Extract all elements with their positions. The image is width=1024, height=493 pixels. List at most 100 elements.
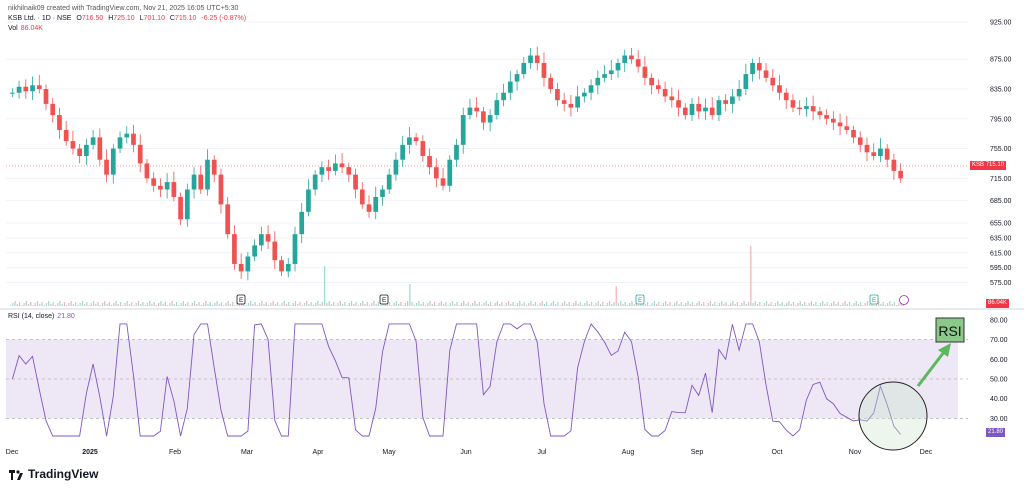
volume-bar[interactable]	[81, 301, 83, 306]
volume-bar[interactable]	[442, 304, 445, 306]
volume-bar[interactable]	[290, 305, 292, 306]
candle-body[interactable]	[84, 144, 89, 156]
candle-body[interactable]	[211, 159, 217, 175]
volume-bar[interactable]	[873, 305, 875, 306]
volume-bar[interactable]	[63, 302, 66, 306]
volume-bar[interactable]	[503, 305, 505, 306]
volume-bar[interactable]	[104, 301, 106, 306]
volume-bar[interactable]	[341, 304, 344, 306]
volume-bar[interactable]	[590, 302, 593, 306]
volume-bar[interactable]	[869, 304, 871, 306]
volume-bar[interactable]	[815, 302, 817, 306]
volume-bar[interactable]	[162, 304, 164, 306]
volume-bar[interactable]	[857, 304, 860, 306]
candle-body[interactable]	[534, 55, 540, 63]
volume-bar[interactable]	[411, 302, 413, 306]
candle-body[interactable]	[151, 178, 157, 186]
candle-body[interactable]	[568, 103, 574, 108]
volume-bar[interactable]	[299, 302, 301, 306]
volume-bar[interactable]	[864, 303, 866, 306]
volume-bar[interactable]	[624, 302, 626, 306]
candle-body[interactable]	[797, 107, 803, 110]
volume-bar[interactable]	[359, 303, 362, 306]
candle-body[interactable]	[137, 144, 143, 164]
volume-bar[interactable]	[288, 302, 290, 306]
volume-bar[interactable]	[844, 301, 846, 306]
candle-body[interactable]	[837, 122, 843, 127]
volume-bar[interactable]	[835, 304, 837, 306]
candle-body[interactable]	[285, 263, 291, 272]
volume-bar[interactable]	[799, 301, 801, 306]
candle-body[interactable]	[743, 74, 749, 89]
volume-bar[interactable]	[182, 301, 184, 306]
volume-bar[interactable]	[465, 304, 467, 306]
candle-body[interactable]	[777, 85, 782, 93]
volume-bar[interactable]	[418, 301, 420, 306]
volume-bar[interactable]	[898, 303, 900, 306]
volume-bar[interactable]	[826, 302, 828, 306]
volume-bar[interactable]	[234, 305, 236, 306]
candle-body[interactable]	[184, 189, 190, 220]
volume-bar[interactable]	[543, 304, 546, 306]
volume-bar[interactable]	[375, 304, 377, 306]
volume-bar[interactable]	[146, 303, 149, 306]
volume-bar[interactable]	[718, 303, 721, 306]
candle-body[interactable]	[487, 115, 493, 123]
volume-bar[interactable]	[774, 303, 777, 306]
volume-bar[interactable]	[86, 302, 88, 306]
volume-bar[interactable]	[716, 305, 718, 306]
volume-bar[interactable]	[389, 302, 391, 306]
volume-bar[interactable]	[128, 304, 131, 306]
candle-body[interactable]	[548, 77, 554, 89]
volume-bar[interactable]	[626, 305, 629, 306]
volume-bar[interactable]	[198, 302, 200, 306]
volume-bar[interactable]	[469, 305, 472, 306]
volume-bar[interactable]	[725, 302, 727, 306]
volume-bar[interactable]	[12, 303, 14, 306]
candle-body[interactable]	[225, 204, 231, 235]
candle-body[interactable]	[716, 100, 722, 116]
volume-bar[interactable]	[191, 303, 193, 306]
candle-body[interactable]	[615, 62, 621, 71]
volume-bar[interactable]	[315, 303, 317, 306]
volume-series[interactable]	[10, 246, 904, 306]
volume-bar[interactable]	[119, 302, 122, 306]
volume-bar[interactable]	[887, 303, 889, 306]
volume-bar[interactable]	[768, 304, 770, 306]
candle-body[interactable]	[770, 77, 776, 86]
candle-body[interactable]	[393, 159, 399, 175]
volume-bar[interactable]	[113, 303, 115, 306]
volume-bar[interactable]	[707, 303, 709, 306]
volume-bar[interactable]	[285, 304, 288, 306]
volume-bar[interactable]	[476, 304, 478, 306]
volume-bar[interactable]	[474, 301, 476, 306]
candle-body[interactable]	[898, 170, 903, 179]
volume-bar[interactable]	[438, 303, 440, 306]
volume-bar[interactable]	[131, 302, 133, 306]
volume-bar[interactable]	[270, 303, 272, 306]
volume-bar[interactable]	[472, 303, 474, 306]
volume-bar[interactable]	[673, 303, 676, 306]
volume-bar[interactable]	[837, 302, 839, 306]
candle-body[interactable]	[232, 234, 237, 264]
volume-bar[interactable]	[283, 301, 285, 306]
volume-bar[interactable]	[765, 301, 768, 306]
candle-body[interactable]	[460, 115, 466, 145]
volume-bar[interactable]	[319, 304, 321, 306]
candle-body[interactable]	[420, 141, 426, 156]
volume-bar[interactable]	[546, 302, 548, 306]
volume-bar[interactable]	[436, 305, 438, 306]
candle-body[interactable]	[783, 92, 789, 101]
volume-bar[interactable]	[126, 301, 128, 306]
volume-bar[interactable]	[256, 305, 258, 306]
volume-bar[interactable]	[308, 304, 310, 306]
volume-bar[interactable]	[519, 301, 521, 306]
volume-bar[interactable]	[756, 304, 759, 306]
volume-bar[interactable]	[41, 302, 43, 306]
candle-body[interactable]	[144, 163, 150, 179]
candle-body[interactable]	[676, 100, 681, 108]
volume-bar[interactable]	[633, 304, 635, 306]
volume-bar[interactable]	[615, 286, 617, 306]
volume-bar[interactable]	[115, 301, 117, 306]
volume-bar[interactable]	[317, 301, 319, 306]
